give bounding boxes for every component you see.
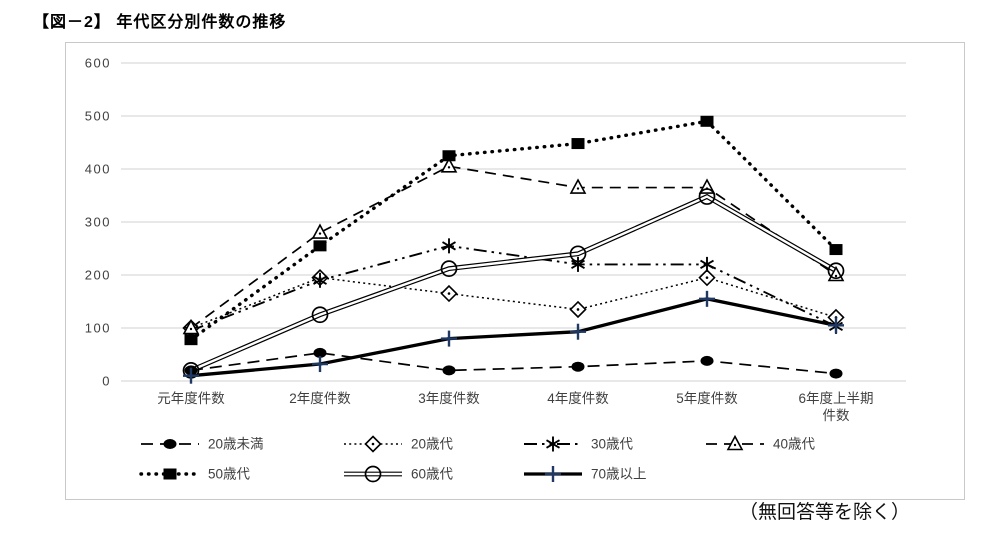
legend-label-70歳以上: 70歳以上 (591, 467, 647, 482)
series-marker-20歳未満 (829, 368, 843, 379)
legend-marker-40歳代 (726, 434, 744, 451)
series-marker-20歳代 (440, 284, 458, 303)
series-line-70歳以上 (190, 297, 837, 378)
series-marker-50歳代 (442, 150, 456, 162)
x-tick-label: 元年度件数 (157, 391, 225, 406)
series-marker-30歳代 (442, 238, 456, 254)
legend-label-50歳代: 50歳代 (208, 467, 251, 482)
legend-label-20歳代: 20歳代 (411, 437, 454, 452)
legend-item-20歳未満: 20歳未満 (141, 437, 264, 452)
series-marker-20歳未満 (313, 347, 327, 358)
series-marker-50歳代 (829, 244, 843, 256)
series-line-30歳代 (190, 244, 837, 332)
legend-item-40歳代: 40歳代 (706, 434, 816, 452)
series-marker-50歳代 (700, 115, 714, 127)
series-marker-30歳代 (571, 256, 585, 272)
y-tick-label: 100 (85, 321, 111, 336)
y-tick-label: 600 (85, 56, 111, 71)
series-marker-60歳代 (698, 188, 716, 205)
legend-label-60歳代: 60歳代 (411, 467, 454, 482)
y-tick-label: 200 (85, 268, 111, 283)
legend-label-30歳代: 30歳代 (591, 437, 634, 452)
figure-title: 【図－2】 年代区分別件数の推移 (33, 14, 287, 31)
series-marker-50歳代 (313, 240, 327, 252)
series-marker-60歳代 (440, 260, 458, 277)
series-marker-20歳未満 (700, 355, 714, 366)
legend-label-20歳未満: 20歳未満 (208, 437, 264, 452)
y-tick-label: 300 (85, 215, 111, 230)
series-marker-60歳代 (311, 306, 329, 324)
legend-marker-70歳以上 (545, 466, 561, 482)
y-tick-label: 0 (102, 374, 111, 389)
series-marker-50歳代 (571, 138, 585, 150)
series-marker-70歳以上 (183, 367, 199, 384)
series-line-40歳代 (190, 165, 837, 329)
series-marker-40歳代 (182, 318, 200, 335)
x-tick-label: 4年度件数 (547, 391, 609, 406)
legend-item-60歳代: 60歳代 (344, 465, 454, 483)
series-line-20歳代 (190, 276, 837, 329)
legend-marker-20歳代 (364, 435, 382, 453)
legend-item-30歳代: 30歳代 (524, 436, 634, 452)
series-marker-30歳代 (313, 272, 327, 288)
x-tick-label: 6年度上半期件数 (798, 391, 873, 423)
legend-item-70歳以上: 70歳以上 (524, 466, 647, 482)
x-tick-label: 5年度件数 (676, 391, 738, 406)
series-marker-40歳代 (569, 178, 587, 194)
series-marker-40歳代 (440, 157, 458, 173)
legend-marker-50歳代 (163, 468, 177, 480)
series-line-20歳未満 (190, 352, 837, 375)
series-line-60歳代-inner (190, 195, 837, 372)
y-tick-label: 400 (85, 162, 111, 177)
series-marker-40歳代 (311, 223, 329, 239)
series-marker-30歳代 (700, 256, 714, 272)
series-marker-60歳代 (827, 262, 845, 280)
series-marker-70歳以上 (441, 330, 457, 347)
y-tick-label: 500 (85, 109, 111, 124)
legend-item-20歳代: 20歳代 (344, 435, 454, 453)
legend-marker-30歳代 (546, 436, 560, 452)
series-marker-70歳以上 (828, 317, 844, 334)
legend-label-40歳代: 40歳代 (773, 437, 816, 452)
figure-caption: （無回答等を除く） (738, 502, 910, 523)
x-tick-label: 2年度件数 (289, 391, 351, 406)
x-tick-label: 3年度件数 (418, 391, 480, 406)
chart-canvas: 0 100 200 300 400 500 600 元年度件数 2年度件数 3年度件数 4年度件数 5… (85, 56, 906, 483)
legend-marker-60歳代 (364, 465, 382, 483)
legend-marker-20歳未満 (163, 439, 177, 449)
series-marker-20歳未満 (442, 365, 456, 376)
series-line-50歳代 (189, 119, 838, 342)
series-marker-20歳代 (569, 300, 587, 319)
series-marker-70歳以上 (312, 356, 328, 373)
series-marker-60歳代 (569, 245, 587, 263)
legend-item-50歳代: 50歳代 (139, 467, 251, 482)
series-marker-20歳未満 (571, 361, 585, 372)
series-marker-70歳以上 (570, 323, 586, 340)
chart-frame: 0 100 200 300 400 500 600 元年度件数 2年度件数 3年度件数 4年度件数 5… (65, 42, 965, 500)
series-marker-50歳代 (184, 334, 198, 346)
series-marker-20歳代 (698, 269, 716, 287)
series-marker-70歳以上 (699, 290, 715, 307)
